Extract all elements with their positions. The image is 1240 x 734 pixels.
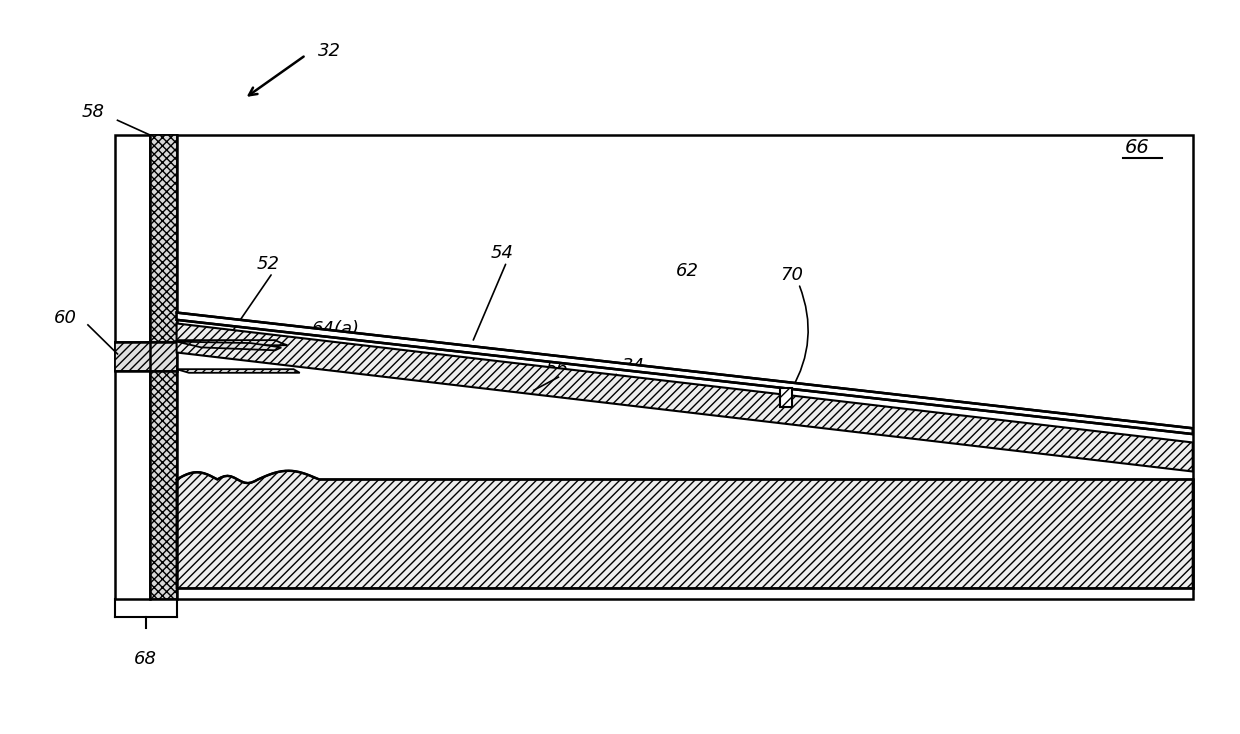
Polygon shape bbox=[176, 369, 300, 373]
Text: 66: 66 bbox=[1125, 138, 1149, 157]
Text: 64(a): 64(a) bbox=[312, 320, 360, 338]
Text: 60: 60 bbox=[55, 310, 77, 327]
Text: 70: 70 bbox=[780, 266, 804, 284]
Text: 68: 68 bbox=[134, 650, 157, 668]
Text: 56: 56 bbox=[546, 360, 569, 378]
Polygon shape bbox=[176, 341, 281, 350]
Text: 54: 54 bbox=[491, 244, 513, 262]
Text: 58: 58 bbox=[82, 103, 104, 120]
Text: 62: 62 bbox=[676, 262, 698, 280]
Text: 34: 34 bbox=[622, 357, 646, 374]
Polygon shape bbox=[115, 341, 176, 371]
Bar bbox=[115, 135, 1193, 599]
Polygon shape bbox=[176, 340, 288, 345]
Polygon shape bbox=[176, 470, 1193, 589]
Polygon shape bbox=[150, 135, 176, 599]
Text: 64(b): 64(b) bbox=[867, 527, 915, 545]
Polygon shape bbox=[176, 313, 1193, 434]
Text: 52: 52 bbox=[257, 255, 280, 273]
Polygon shape bbox=[176, 324, 1193, 471]
Polygon shape bbox=[780, 388, 792, 407]
Text: 32: 32 bbox=[319, 43, 341, 60]
